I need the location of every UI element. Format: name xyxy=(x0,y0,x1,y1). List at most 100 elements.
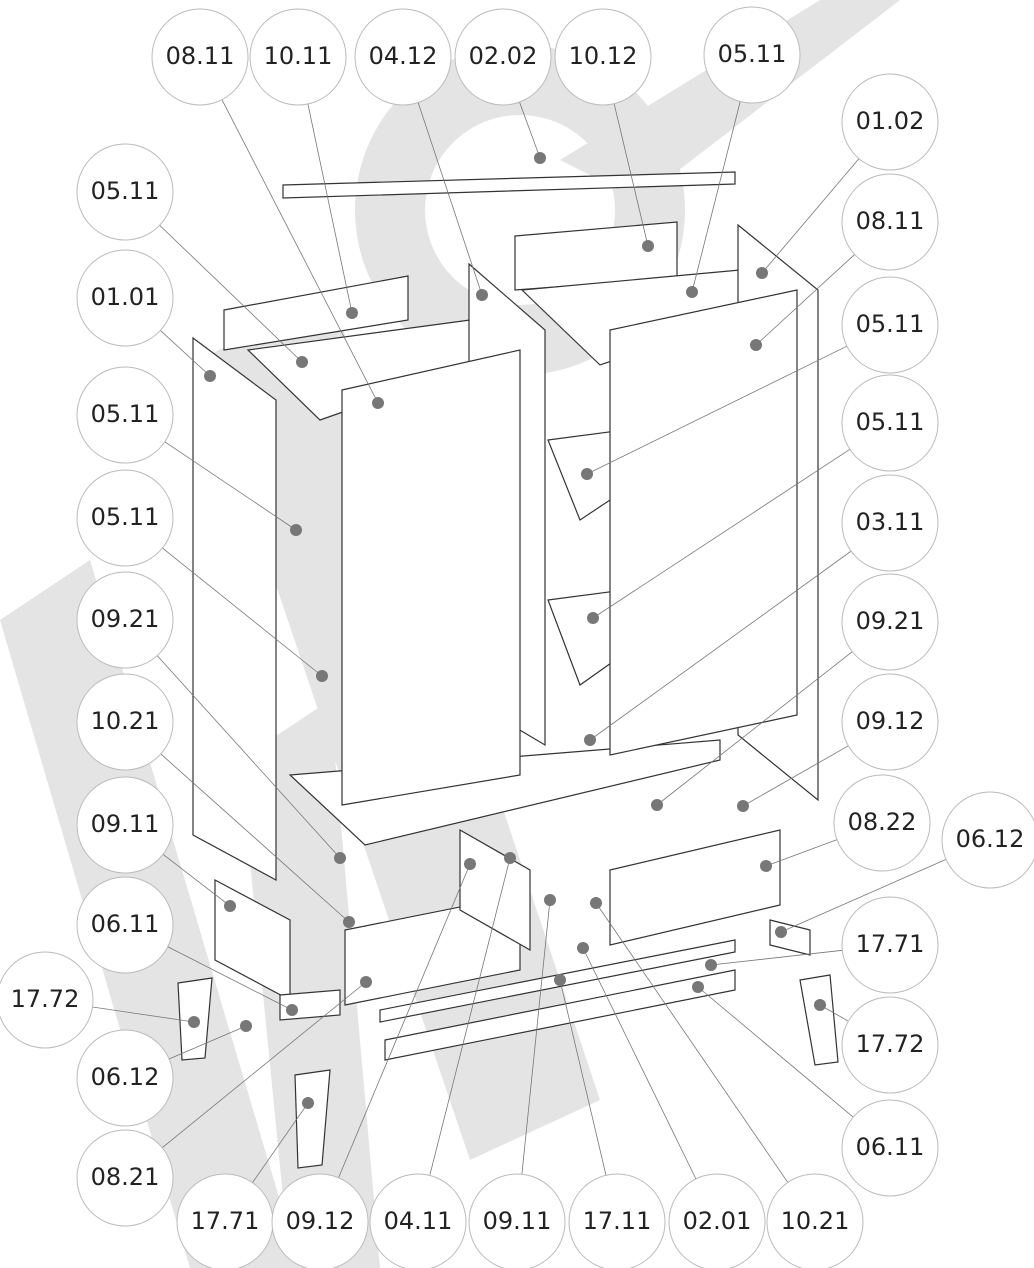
part-dot xyxy=(204,370,216,382)
part-dot xyxy=(692,981,704,993)
callout-label: 09.12 xyxy=(856,707,925,735)
callout-label: 06.11 xyxy=(91,910,160,938)
callout-circle xyxy=(76,673,174,771)
leader-line xyxy=(656,651,853,806)
part-dot xyxy=(224,900,236,912)
part-dot xyxy=(775,926,787,938)
callout-label: 01.01 xyxy=(91,283,160,311)
leader-line xyxy=(156,655,341,859)
callout-label: 05.11 xyxy=(91,503,160,531)
leader-line xyxy=(780,858,947,933)
callout-circle xyxy=(76,571,174,669)
callout-label: 10.21 xyxy=(91,707,160,735)
callout-label: 04.11 xyxy=(384,1207,453,1235)
part-dot xyxy=(686,286,698,298)
callout-circle xyxy=(668,1173,766,1268)
callout-circle xyxy=(76,876,174,974)
part-dot xyxy=(188,1016,200,1028)
callout-label: 17.11 xyxy=(583,1207,652,1235)
part-dot xyxy=(651,799,663,811)
leader-line xyxy=(595,902,789,1183)
callout-label: 05.11 xyxy=(91,400,160,428)
leader-line xyxy=(559,979,607,1176)
part-dot xyxy=(642,240,654,252)
callout-circle xyxy=(841,1099,939,1197)
leader-line xyxy=(742,745,849,807)
leader-line xyxy=(160,753,350,923)
leader-line xyxy=(168,1025,247,1060)
callouts: 08.11 10.11 04.12 02.02 10.12 05.11 01.02 08.11… xyxy=(0,6,1034,1268)
callout-label: 09.11 xyxy=(91,810,160,838)
part-dot xyxy=(584,734,596,746)
part-dot xyxy=(240,1020,252,1032)
callout-circle xyxy=(841,173,939,271)
callout-circle xyxy=(76,366,174,464)
leader-line xyxy=(167,946,293,1011)
leader-line xyxy=(162,854,231,907)
leader-line xyxy=(755,254,855,346)
leader-line xyxy=(164,441,297,531)
part-dot xyxy=(464,858,476,870)
callout-label: 01.02 xyxy=(856,107,925,135)
leader-line xyxy=(519,101,541,159)
leader-line xyxy=(589,550,852,741)
part-dot xyxy=(577,942,589,954)
leader-line xyxy=(161,981,367,1149)
callout-circle xyxy=(703,6,801,104)
callout-label: 06.11 xyxy=(856,1133,925,1161)
leader-line xyxy=(92,1006,195,1023)
callout-label: 17.71 xyxy=(191,1207,260,1235)
callout-circle xyxy=(249,8,347,106)
callout-label: 06.12 xyxy=(91,1063,160,1091)
part-dot xyxy=(334,852,346,864)
callout-circle xyxy=(833,774,931,872)
callout-circle xyxy=(354,8,452,106)
part-dot xyxy=(476,289,488,301)
part-dot xyxy=(296,356,308,368)
callout-label: 02.01 xyxy=(683,1207,752,1235)
leader-line xyxy=(252,1102,309,1183)
callout-label: 17.72 xyxy=(11,985,80,1013)
callout-circle xyxy=(766,1173,864,1268)
part-dot xyxy=(372,397,384,409)
callout-label: 02.02 xyxy=(469,42,538,70)
callout-label: 05.11 xyxy=(856,310,925,338)
leader-line xyxy=(697,986,854,1118)
leader-line xyxy=(417,102,483,296)
leader-line xyxy=(521,899,551,1175)
part-dot xyxy=(590,897,602,909)
callout-label: 05.11 xyxy=(91,177,160,205)
part-dot xyxy=(544,894,556,906)
callout-circle xyxy=(468,1173,566,1268)
part-dot xyxy=(554,974,566,986)
callout-label: 03.11 xyxy=(856,508,925,536)
callout-circle xyxy=(841,474,939,572)
part-dot xyxy=(286,1004,298,1016)
leader-line xyxy=(307,103,353,314)
callout-circle xyxy=(454,8,552,106)
callout-circle xyxy=(841,276,939,374)
callout-label: 06.12 xyxy=(956,825,1025,853)
callout-circle xyxy=(841,573,939,671)
callout-label: 08.22 xyxy=(848,808,917,836)
callout-circle xyxy=(841,996,939,1094)
callout-label: 09.21 xyxy=(856,607,925,635)
part-dot xyxy=(534,152,546,164)
leader-line xyxy=(162,547,323,677)
leader-line xyxy=(710,949,843,966)
callout-circle xyxy=(0,951,94,1049)
part-dot xyxy=(587,612,599,624)
callout-circle xyxy=(76,143,174,241)
leader-line xyxy=(691,101,741,293)
leader-line xyxy=(592,449,851,619)
callout-label: 17.71 xyxy=(856,930,925,958)
callout-label: 09.11 xyxy=(483,1207,552,1235)
part-dot xyxy=(581,468,593,480)
callout-label: 10.21 xyxy=(781,1207,850,1235)
part-dot xyxy=(316,670,328,682)
furniture-drawing xyxy=(177,171,839,1169)
callout-circle xyxy=(941,791,1034,889)
leader-line xyxy=(761,158,860,274)
callout-circle xyxy=(554,8,652,106)
